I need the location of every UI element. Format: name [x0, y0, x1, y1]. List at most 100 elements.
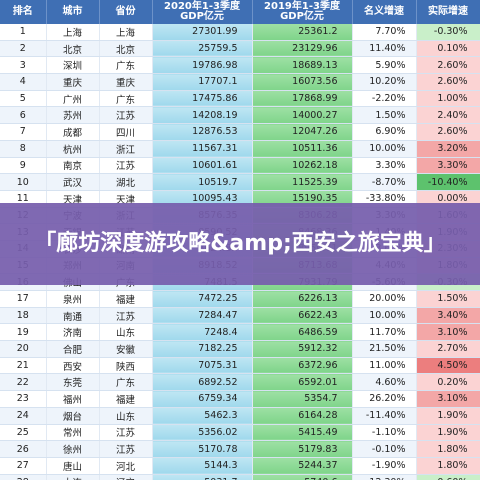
nominal-growth-cell: 20.00% — [352, 290, 417, 308]
gdp-2019-cell: 6226.13 — [252, 290, 353, 308]
real-growth-cell: 2.60% — [416, 56, 480, 75]
real-growth-cell: 3.10% — [416, 323, 480, 342]
gdp-2020-cell: 5144.3 — [152, 457, 253, 475]
rank-cell: 9 — [0, 157, 47, 175]
province-cell: 陕西 — [99, 357, 153, 375]
city-cell: 济南 — [46, 323, 100, 342]
province-cell: 江苏 — [99, 157, 153, 175]
gdp-2019-cell: 5415.49 — [252, 424, 353, 442]
gdp-2019-cell: 5912.32 — [252, 340, 353, 358]
city-cell: 常州 — [46, 424, 100, 442]
rank-cell: 23 — [0, 390, 47, 408]
city-cell: 南京 — [46, 157, 100, 175]
nominal-growth-cell: 6.90% — [352, 123, 417, 141]
table-row: 22 东莞 广东 6892.52 6592.01 4.60% 0.20% — [0, 373, 480, 392]
province-cell: 广东 — [99, 90, 153, 108]
real-growth-cell: 0.20% — [416, 373, 480, 392]
city-cell: 东莞 — [46, 373, 100, 392]
table-row: 6 苏州 江苏 14208.19 14000.27 1.50% 2.40% — [0, 106, 480, 125]
table-row: 21 西安 陕西 7075.31 6372.96 11.00% 4.50% — [0, 357, 480, 375]
gdp-2020-cell: 17475.86 — [152, 90, 253, 108]
city-cell: 上海 — [46, 24, 100, 41]
province-cell: 湖北 — [99, 173, 153, 191]
city-cell: 泉州 — [46, 290, 100, 308]
real-growth-cell: 2.70% — [416, 340, 480, 358]
province-cell: 江苏 — [99, 440, 153, 458]
nominal-growth-cell: 26.20% — [352, 390, 417, 408]
rank-cell: 5 — [0, 90, 47, 108]
gdp-2020-cell: 17707.1 — [152, 73, 253, 91]
nominal-growth-cell: 5.90% — [352, 56, 417, 75]
province-cell: 福建 — [99, 290, 153, 308]
rank-cell: 4 — [0, 73, 47, 91]
table-row: 17 泉州 福建 7472.25 6226.13 20.00% 1.50% — [0, 290, 480, 308]
table-row: 26 徐州 江苏 5170.78 5179.83 -0.10% 1.80% — [0, 440, 480, 458]
table-row: 5 广州 广东 17475.86 17868.99 -2.20% 1.00% — [0, 90, 480, 108]
gdp-2019-cell: 5740.6 — [252, 474, 353, 480]
column-header: 城市 — [46, 0, 100, 24]
province-cell: 江苏 — [99, 106, 153, 125]
gdp-2020-cell: 6892.52 — [152, 373, 253, 392]
real-growth-cell: 3.10% — [416, 390, 480, 408]
province-cell: 上海 — [99, 24, 153, 41]
gdp-2020-cell: 27301.99 — [152, 24, 253, 41]
gdp-2019-cell: 6486.59 — [252, 323, 353, 342]
province-cell: 江苏 — [99, 424, 153, 442]
title-banner: 「廊坊深度游攻略&amp;西安之旅宝典」 — [0, 203, 480, 285]
gdp-2020-cell: 6759.34 — [152, 390, 253, 408]
rank-cell: 24 — [0, 407, 47, 425]
gdp-2020-cell: 5031.7 — [152, 474, 253, 480]
gdp-2019-cell: 17868.99 — [252, 90, 353, 108]
gdp-2020-cell: 7472.25 — [152, 290, 253, 308]
rank-cell: 3 — [0, 56, 47, 75]
overlay-title: 「廊坊深度游攻略&amp;西安之旅宝典」 — [34, 231, 446, 256]
gdp-2019-cell: 11525.39 — [252, 173, 353, 191]
gdp-2020-cell: 19786.98 — [152, 56, 253, 75]
rank-cell: 18 — [0, 307, 47, 325]
rank-cell: 27 — [0, 457, 47, 475]
rank-cell: 20 — [0, 340, 47, 358]
real-growth-cell: 2.60% — [416, 123, 480, 141]
city-cell: 苏州 — [46, 106, 100, 125]
real-growth-cell: 3.40% — [416, 307, 480, 325]
table-row: 3 深圳 广东 19786.98 18689.13 5.90% 2.60% — [0, 56, 480, 75]
rank-cell: 28 — [0, 474, 47, 480]
table-row: 25 常州 江苏 5356.02 5415.49 -1.10% 1.90% — [0, 424, 480, 442]
gdp-2019-cell: 10511.36 — [252, 140, 353, 158]
gdp-2020-cell: 14208.19 — [152, 106, 253, 125]
nominal-growth-cell: 11.70% — [352, 323, 417, 342]
province-cell: 北京 — [99, 40, 153, 58]
gdp-2019-cell: 5244.37 — [252, 457, 353, 475]
gdp-2019-cell: 6372.96 — [252, 357, 353, 375]
real-growth-cell: 2.40% — [416, 106, 480, 125]
real-growth-cell: 1.80% — [416, 440, 480, 458]
nominal-growth-cell: -11.40% — [352, 407, 417, 425]
rank-cell: 22 — [0, 373, 47, 392]
city-cell: 大连 — [46, 474, 100, 480]
city-cell: 北京 — [46, 40, 100, 58]
real-growth-cell: 1.00% — [416, 90, 480, 108]
city-cell: 烟台 — [46, 407, 100, 425]
real-growth-cell: 1.90% — [416, 424, 480, 442]
gdp-2019-cell: 16073.56 — [252, 73, 353, 91]
nominal-growth-cell: 10.00% — [352, 140, 417, 158]
nominal-growth-cell: 3.30% — [352, 157, 417, 175]
table-row: 20 合肥 安徽 7182.25 5912.32 21.50% 2.70% — [0, 340, 480, 358]
table-row: 1 上海 上海 27301.99 25361.2 7.70% -0.30% — [0, 24, 480, 41]
rank-cell: 17 — [0, 290, 47, 308]
city-cell: 西安 — [46, 357, 100, 375]
gdp-2019-cell: 18689.13 — [252, 56, 353, 75]
real-growth-cell: 0.10% — [416, 40, 480, 58]
city-cell: 武汉 — [46, 173, 100, 191]
rank-cell: 1 — [0, 24, 47, 41]
city-cell: 南通 — [46, 307, 100, 325]
column-header: 名义增速 — [352, 0, 417, 24]
gdp-2020-cell: 7284.47 — [152, 307, 253, 325]
city-cell: 成都 — [46, 123, 100, 141]
column-header: 2019年1-3季度 GDP亿元 — [252, 0, 353, 24]
gdp-2019-cell: 5354.7 — [252, 390, 353, 408]
gdp-2019-cell: 14000.27 — [252, 106, 353, 125]
rank-cell: 21 — [0, 357, 47, 375]
gdp-2019-cell: 25361.2 — [252, 24, 353, 41]
